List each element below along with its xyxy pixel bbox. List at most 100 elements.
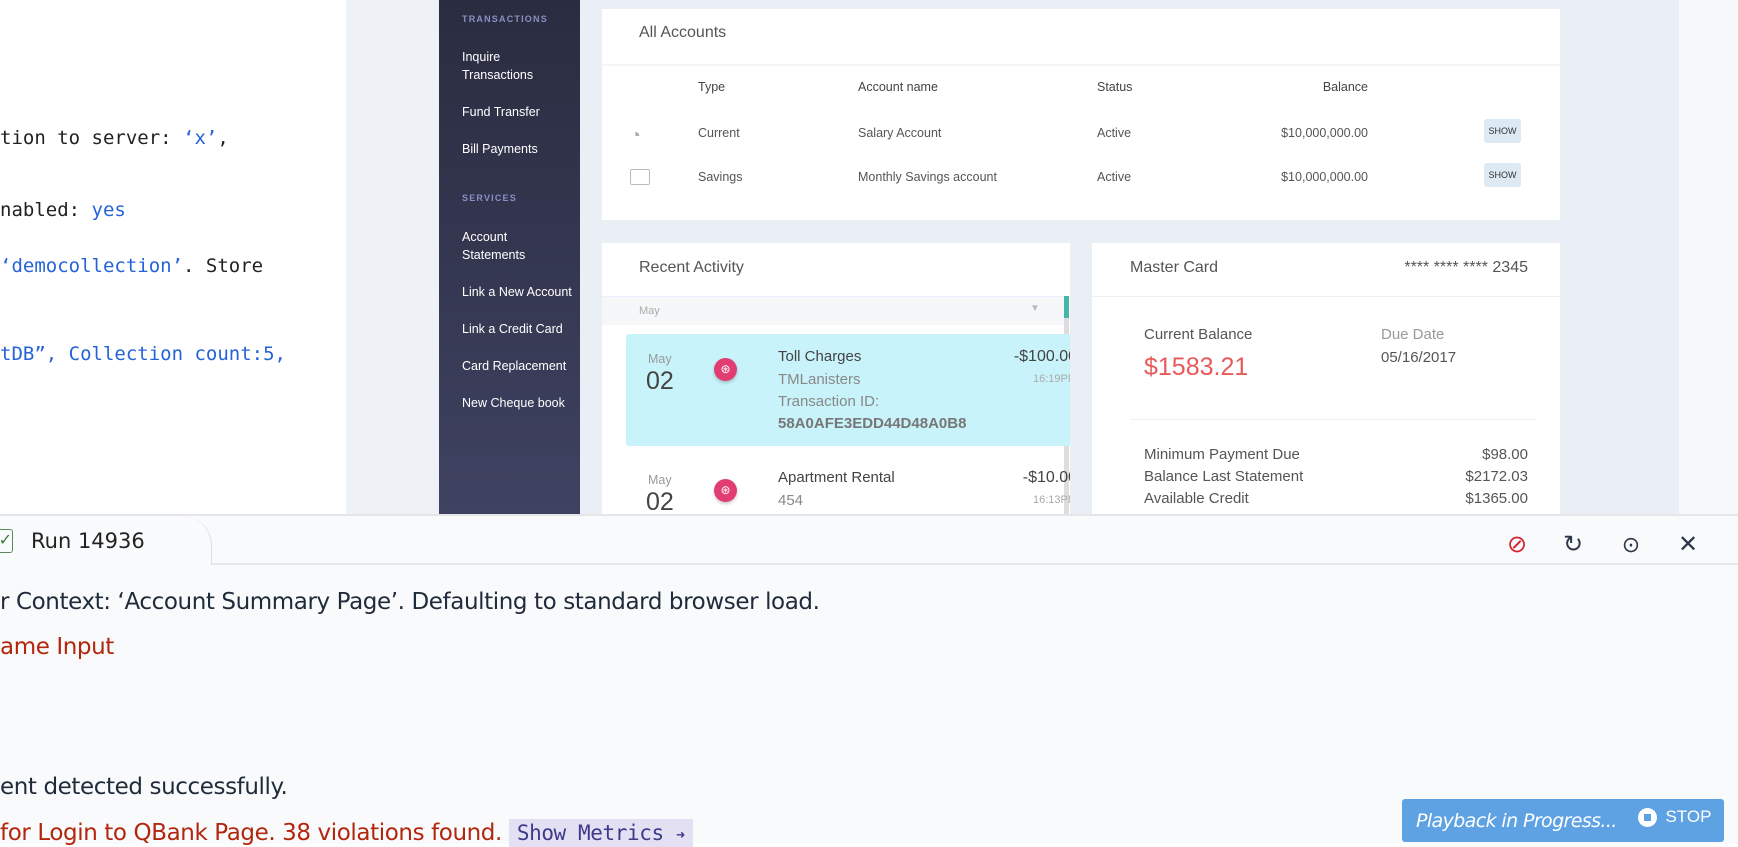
- column-header-balance: Balance: [1322, 80, 1368, 94]
- code-line: tion to server: ‘x’,: [0, 127, 229, 149]
- sidebar-item-link-credit-card[interactable]: Link a Credit Card: [462, 322, 563, 336]
- due-date-label: Due Date: [1381, 326, 1445, 343]
- sidebar-heading-services: SERVICES: [462, 193, 517, 203]
- chevron-down-icon: ▼: [1030, 303, 1040, 314]
- transaction-id-label: Transaction ID:: [778, 393, 880, 410]
- chevron-right-icon: ➜: [676, 826, 685, 844]
- account-type: Savings: [698, 170, 743, 184]
- card-title: Recent Activity: [639, 259, 744, 276]
- transaction-id: 58A0AFE3EDD44D48A0B8: [778, 415, 967, 432]
- page-background: [346, 0, 439, 514]
- dribbble-icon: ⊛: [714, 479, 737, 502]
- sidebar-item-card-replacement[interactable]: Card Replacement: [462, 359, 567, 373]
- code-value: ‘x’: [183, 127, 218, 149]
- sidebar-item-bill-payments[interactable]: Bill Payments: [462, 142, 538, 156]
- month-filter[interactable]: May ▼: [602, 296, 1064, 325]
- column-header-type: Type: [698, 80, 726, 94]
- account-name: Salary Account: [858, 126, 942, 140]
- code-text: . Store: [183, 255, 264, 277]
- show-metrics-button[interactable]: Show Metrics ➜: [508, 819, 693, 847]
- current-balance-label: Current Balance: [1144, 326, 1253, 343]
- item-title: Apartment Rental: [778, 469, 895, 486]
- code-value: ‘democollection’: [0, 255, 184, 277]
- item-amount: -$100.00: [1013, 348, 1070, 365]
- sidebar-item-link-new-account[interactable]: Link a New Account: [462, 285, 572, 299]
- summary-label: Balance Last Statement: [1144, 468, 1304, 485]
- code-text: nabled:: [0, 199, 92, 221]
- cheque-icon: [630, 169, 650, 185]
- list-item[interactable]: May 02 ⊛ Apartment Rental 454 -$10.00 16…: [626, 455, 1070, 514]
- due-date: 05/16/2017: [1381, 349, 1457, 366]
- card-number: **** **** **** 2345: [1404, 259, 1528, 276]
- log-line-error: for Login to QBank Page. 38 violations f…: [0, 819, 693, 847]
- all-accounts-card: All Accounts Type Account name Status Ba…: [602, 9, 1560, 220]
- account-balance: $10,000,000.00: [1281, 170, 1368, 184]
- item-month: May: [648, 473, 672, 487]
- account-status: Active: [1097, 170, 1132, 184]
- code-value: tDB”, Collection count:5,: [0, 343, 286, 365]
- code-line: nabled: yes: [0, 199, 126, 221]
- divider: [1092, 296, 1560, 297]
- item-day: 02: [646, 488, 674, 514]
- item-subtitle: 454: [778, 492, 804, 509]
- run-tab[interactable]: ✓ Run 14936: [0, 516, 212, 565]
- piggy-bank-icon: ◔: [630, 125, 641, 145]
- close-icon[interactable]: ✕: [1677, 531, 1699, 558]
- right-margin: [1679, 0, 1738, 514]
- summary-value: $98.00: [1482, 446, 1528, 463]
- code-text: tion to server:: [0, 127, 184, 149]
- log-line: r Context: ‘Account Summary Page’. Defau…: [0, 589, 820, 615]
- list-item[interactable]: May 02 ⊛ Toll Charges TMLanisters Transa…: [626, 334, 1070, 446]
- account-balance: $10,000,000.00: [1281, 126, 1368, 140]
- log-line: ent detected successfully.: [0, 774, 288, 800]
- current-balance: $1583.21: [1144, 353, 1249, 381]
- stop-label: STOP: [1665, 807, 1712, 826]
- scrollbar-thumb[interactable]: [1064, 296, 1069, 318]
- column-header-account-name: Account name: [858, 80, 938, 94]
- run-tab-bar: ✓ Run 14936 ⊘ ↻ ⊙ ✕: [0, 516, 1738, 565]
- item-title: Toll Charges: [778, 348, 862, 365]
- master-card-card: Master Card **** **** **** 2345 Current …: [1092, 243, 1560, 514]
- checkbox-icon[interactable]: ✓: [0, 529, 13, 553]
- sidebar: TRANSACTIONS Inquire Transactions Fund T…: [439, 0, 580, 514]
- log-line-error: ame Input: [0, 634, 114, 660]
- run-tab-label: Run 14936: [31, 529, 145, 553]
- summary-label: Minimum Payment Due: [1144, 446, 1300, 463]
- more-icon[interactable]: ⊙: [1621, 532, 1641, 557]
- account-type: Current: [698, 126, 740, 140]
- show-button[interactable]: SHOW: [1484, 163, 1521, 187]
- stop-icon: [1638, 807, 1657, 827]
- dribbble-icon: ⊛: [714, 358, 737, 381]
- card-title: Master Card: [1130, 259, 1219, 276]
- stop-button[interactable]: STOP: [1638, 807, 1711, 827]
- code-line: tDB”, Collection count:5,: [0, 343, 286, 365]
- sidebar-item-account-statements[interactable]: Account Statements: [462, 230, 526, 262]
- playback-status: Playback in Progress... STOP: [1402, 799, 1724, 842]
- column-header-status: Status: [1097, 80, 1133, 94]
- sidebar-item-fund-transfer[interactable]: Fund Transfer: [462, 105, 540, 119]
- block-icon[interactable]: ⊘: [1506, 531, 1528, 558]
- card-title: All Accounts: [639, 24, 727, 41]
- item-day: 02: [646, 367, 674, 395]
- code-panel: tion to server: ‘x’, nabled: yes ‘democo…: [0, 0, 346, 514]
- summary-value: $1365.00: [1465, 490, 1528, 507]
- code-value: yes: [91, 199, 126, 221]
- sidebar-item-new-cheque-book[interactable]: New Cheque book: [462, 396, 565, 410]
- divider: [1130, 419, 1536, 420]
- sidebar-heading-transactions: TRANSACTIONS: [462, 14, 548, 24]
- item-month: May: [648, 352, 672, 366]
- sidebar-item-inquire-transactions[interactable]: Inquire Transactions: [462, 50, 534, 82]
- log-text: for Login to QBank Page. 38 violations f…: [0, 820, 502, 846]
- summary-value: $2172.03: [1465, 468, 1528, 485]
- item-subtitle: TMLanisters: [778, 371, 861, 388]
- playback-text: Playback in Progress...: [1416, 810, 1617, 832]
- show-button[interactable]: SHOW: [1484, 119, 1521, 143]
- refresh-icon[interactable]: ↻: [1562, 531, 1584, 558]
- run-panel: ✓ Run 14936 ⊘ ↻ ⊙ ✕ r Context: ‘Account …: [0, 514, 1738, 847]
- item-amount: -$10.00: [1022, 469, 1070, 486]
- account-name: Monthly Savings account: [858, 170, 997, 184]
- code-text: ,: [217, 127, 229, 149]
- divider: [602, 64, 1560, 66]
